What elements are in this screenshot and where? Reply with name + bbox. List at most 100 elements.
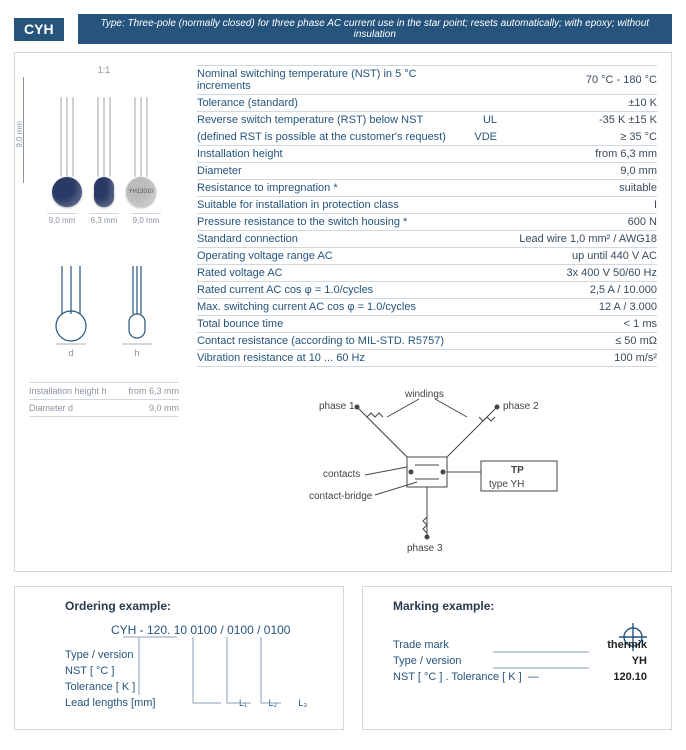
mini-row: Installation height h from 6,3 mm	[29, 382, 179, 399]
spec-value: suitable	[447, 182, 657, 194]
marking-braces-icon	[493, 643, 613, 697]
photo-dim-3: 9,0 mm	[131, 213, 161, 225]
ordering-panel: Ordering example: CYH - 120. 10 0100 / 0…	[14, 586, 344, 730]
spec-value: -35 K ±15 K	[517, 114, 657, 126]
sch-phase2: phase 2	[503, 401, 539, 412]
header: CYH Type: Three-pole (normally closed) f…	[14, 14, 672, 44]
spec-value: 3x 400 V 50/60 Hz	[447, 267, 657, 279]
left-column: 1:1 9,0 mm YH13010	[29, 65, 179, 557]
ordering-title: Ordering example:	[65, 599, 327, 613]
outline-front: d	[46, 266, 96, 346]
spec-value: 12 A / 3.000	[447, 301, 657, 313]
spec-label: Tolerance (standard)	[197, 97, 447, 109]
spec-value: I	[447, 199, 657, 211]
spec-value: from 6,3 mm	[447, 148, 657, 160]
marking-value: 120.10	[613, 669, 647, 685]
spec-row: Vibration resistance at 10 ... 60 Hz100 …	[197, 349, 657, 367]
spec-value: 2,5 A / 10.000	[447, 284, 657, 296]
spec-row: Diameter9,0 mm	[197, 162, 657, 179]
spec-value: ±10 K	[447, 97, 657, 109]
photo-scale: 1:1	[29, 65, 179, 75]
spec-value: 9,0 mm	[447, 165, 657, 177]
spec-label: Operating voltage range AC	[197, 250, 447, 262]
spec-label: Pressure resistance to the switch housin…	[197, 216, 447, 228]
spec-value: < 1 ms	[447, 318, 657, 330]
spec-value: 100 m/s²	[447, 352, 657, 364]
spec-label: Nominal switching temperature (NST) in 5…	[197, 68, 447, 92]
bottom-panels: Ordering example: CYH - 120. 10 0100 / 0…	[14, 586, 672, 730]
photo-dim-1: 9,0 mm	[47, 213, 77, 225]
mini-value: 9,0 mm	[149, 403, 179, 413]
spec-label: (defined RST is possible at the customer…	[197, 131, 447, 143]
disc-back: YH13010	[126, 177, 156, 207]
spec-row: Rated current AC cos φ = 1.0/cycles2,5 A…	[197, 281, 657, 298]
mini-label: Installation height h	[29, 386, 107, 396]
outline-drawing: d h	[29, 266, 179, 346]
spec-value: ≥ 35 °C	[517, 131, 657, 143]
spec-row: Operating voltage range ACup until 440 V…	[197, 247, 657, 264]
spec-row: Total bounce time< 1 ms	[197, 315, 657, 332]
spec-row: Contact resistance (according to MIL-STD…	[197, 332, 657, 349]
spec-value: ≤ 50 mΩ	[447, 335, 657, 347]
spec-mid: VDE	[447, 131, 517, 143]
page: CYH Type: Three-pole (normally closed) f…	[0, 0, 686, 744]
type-description-bar: Type: Three-pole (normally closed) for t…	[78, 14, 672, 44]
spec-label: Installation height	[197, 148, 447, 160]
sch-phase3: phase 3	[407, 543, 443, 554]
sch-contacts: contacts	[323, 469, 360, 480]
marking-panel: Marking example: Trade mark thermik Type…	[362, 586, 672, 730]
sch-contact-bridge: contact-bridge	[309, 491, 373, 502]
spec-row: Pressure resistance to the switch housin…	[197, 213, 657, 230]
spec-label: Diameter	[197, 165, 447, 177]
outline-side: h	[112, 266, 162, 346]
marking-value: YH	[632, 653, 647, 669]
spec-label: Total bounce time	[197, 318, 447, 330]
disc-front	[52, 177, 82, 207]
spec-row: Resistance to impregnation *suitable	[197, 179, 657, 196]
spec-row: Nominal switching temperature (NST) in 5…	[197, 65, 657, 94]
spec-label: Max. switching current AC cos φ = 1.0/cy…	[197, 301, 447, 313]
spec-label: Contact resistance (according to MIL-STD…	[197, 335, 447, 347]
photo-dim-2: 6,3 mm	[89, 213, 119, 225]
product-photo: 1:1 9,0 mm YH13010	[29, 65, 179, 240]
mini-value: from 6,3 mm	[128, 386, 179, 396]
sch-tp-line2: type YH	[489, 479, 524, 490]
main-card: 1:1 9,0 mm YH13010	[14, 52, 672, 572]
marking-title: Marking example:	[393, 599, 655, 613]
spec-label: Rated voltage AC	[197, 267, 447, 279]
mini-dims-table: Installation height h from 6,3 mm Diamet…	[29, 382, 179, 417]
disc-side	[94, 177, 114, 207]
spec-label: Rated current AC cos φ = 1.0/cycles	[197, 284, 447, 296]
photo-side-dim: 9,0 mm	[15, 121, 24, 148]
spec-label: Reverse switch temperature (RST) below N…	[197, 114, 447, 126]
spec-row: Rated voltage AC3x 400 V 50/60 Hz	[197, 264, 657, 281]
spec-value: 70 °C - 180 °C	[447, 74, 657, 86]
sch-phase1: phase 1	[319, 401, 355, 412]
spec-row: Suitable for installation in protection …	[197, 196, 657, 213]
spec-row: Tolerance (standard)±10 K	[197, 94, 657, 111]
product-code-badge: CYH	[14, 18, 64, 41]
ordering-braces-icon	[65, 631, 315, 709]
outline-h-label: h	[134, 348, 139, 358]
spec-label: Standard connection	[197, 233, 447, 245]
spec-row: (defined RST is possible at the customer…	[197, 128, 657, 145]
spec-label: Resistance to impregnation *	[197, 182, 447, 194]
outline-d-label: d	[68, 348, 73, 358]
photo-row: 9,0 mm YH13010	[29, 77, 179, 207]
spec-label: Suitable for installation in protection …	[197, 199, 447, 211]
sch-tp-line1: TP	[511, 465, 524, 476]
schematic-diagram: phase 1 phase 2 phase 3 windings contact…	[197, 387, 657, 557]
spec-row: Standard connectionLead wire 1,0 mm² / A…	[197, 230, 657, 247]
spec-row: Installation heightfrom 6,3 mm	[197, 145, 657, 162]
spec-value: up until 440 V AC	[447, 250, 657, 262]
spec-table: Nominal switching temperature (NST) in 5…	[197, 65, 657, 367]
spec-mid: UL	[447, 114, 517, 126]
disc-marking: YH13010	[128, 189, 153, 195]
spec-row: Reverse switch temperature (RST) below N…	[197, 111, 657, 128]
sch-windings: windings	[404, 389, 444, 400]
spec-label: Vibration resistance at 10 ... 60 Hz	[197, 352, 447, 364]
mini-label: Diameter d	[29, 403, 73, 413]
marking-value: thermik	[607, 637, 647, 653]
spec-row: Max. switching current AC cos φ = 1.0/cy…	[197, 298, 657, 315]
mini-row: Diameter d 9,0 mm	[29, 399, 179, 417]
